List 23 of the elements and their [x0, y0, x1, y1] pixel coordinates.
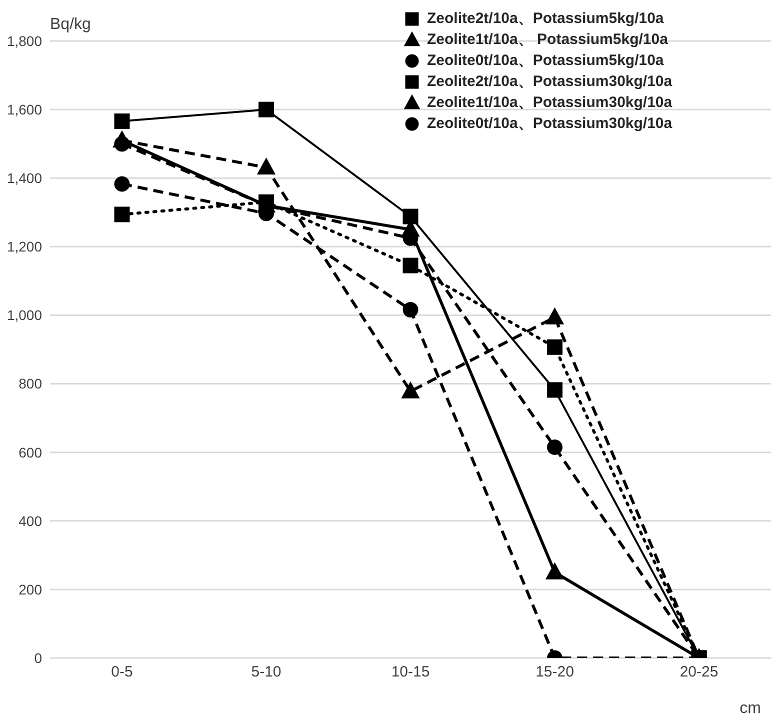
y-tick-label: 800 [18, 376, 42, 392]
legend-label: Zeolite2t/10a、Potassium5kg/10a [427, 9, 664, 29]
y-tick-label: 1,000 [6, 307, 42, 324]
y-tick-label: 600 [18, 444, 42, 460]
y-tick-label: 1,400 [6, 170, 42, 186]
legend-label: Zeolite0t/10a、Potassium30kg/10a [427, 114, 672, 134]
y-tick-label: 200 [18, 581, 42, 598]
legend-label: Zeolite2t/10a、Potassium30kg/10a [427, 72, 672, 92]
legend-label: Zeolite1t/10a、 Potassium5kg/10a [427, 30, 668, 50]
x-axis-title: cm [740, 700, 761, 718]
x-tick-label: 0-5 [111, 664, 133, 681]
x-tick-label: 15-20 [536, 664, 574, 681]
y-axis-title: Bq/kg [50, 16, 91, 34]
legend-label: Zeolite0t/10a、Potassium5kg/10a [427, 51, 664, 71]
x-tick-label: 20-25 [680, 664, 718, 681]
x-tick-label: 5-10 [251, 664, 282, 681]
x-tick-label: 10-15 [391, 664, 430, 681]
legend-label: Zeolite1t/10a、Potassium30kg/10a [427, 93, 672, 113]
y-tick-label: 400 [18, 512, 42, 529]
y-tick-label: 1,600 [6, 102, 42, 118]
y-tick-label: 1,200 [6, 238, 42, 255]
y-tick-label: 1,800 [6, 32, 42, 49]
y-tick-label: 0 [34, 650, 42, 666]
